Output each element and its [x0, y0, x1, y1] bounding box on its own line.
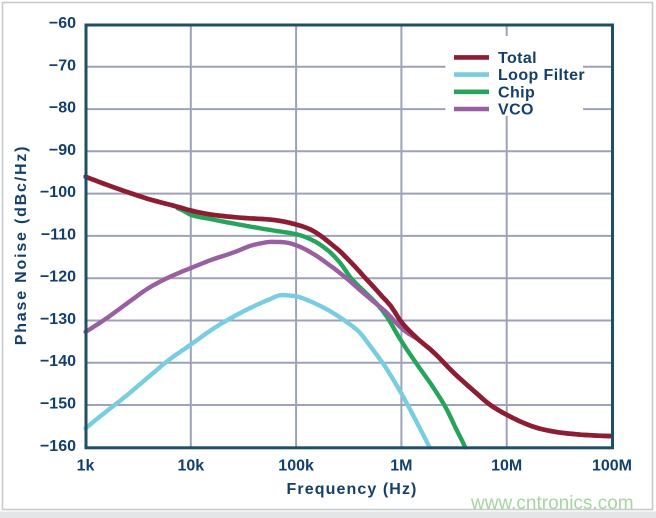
- svg-text:www.cntronics.com: www.cntronics.com: [470, 493, 634, 514]
- svg-text:Total: Total: [498, 50, 537, 67]
- svg-text:VCO: VCO: [498, 102, 534, 119]
- svg-text:−90: −90: [49, 142, 76, 159]
- svg-text:Loop Filter: Loop Filter: [498, 67, 585, 84]
- svg-text:−100: −100: [40, 184, 76, 201]
- svg-text:−110: −110: [41, 226, 76, 243]
- svg-text:10M: 10M: [491, 458, 522, 475]
- svg-text:−80: −80: [49, 100, 76, 117]
- svg-text:−60: −60: [49, 15, 76, 32]
- svg-text:−140: −140: [40, 353, 76, 370]
- svg-text:100k: 100k: [278, 458, 314, 475]
- svg-text:−150: −150: [40, 396, 76, 413]
- svg-text:−70: −70: [49, 57, 76, 74]
- svg-text:Frequency (Hz): Frequency (Hz): [287, 481, 418, 498]
- svg-text:100M: 100M: [592, 458, 632, 475]
- svg-text:−160: −160: [40, 438, 76, 455]
- svg-text:−130: −130: [40, 311, 76, 328]
- svg-text:10k: 10k: [177, 458, 204, 475]
- svg-text:Chip: Chip: [498, 84, 535, 101]
- svg-text:1M: 1M: [390, 458, 412, 475]
- svg-text:1k: 1k: [77, 458, 95, 475]
- svg-text:Phase Noise (dBc/Hz): Phase Noise (dBc/Hz): [13, 145, 30, 345]
- svg-text:−120: −120: [40, 269, 76, 286]
